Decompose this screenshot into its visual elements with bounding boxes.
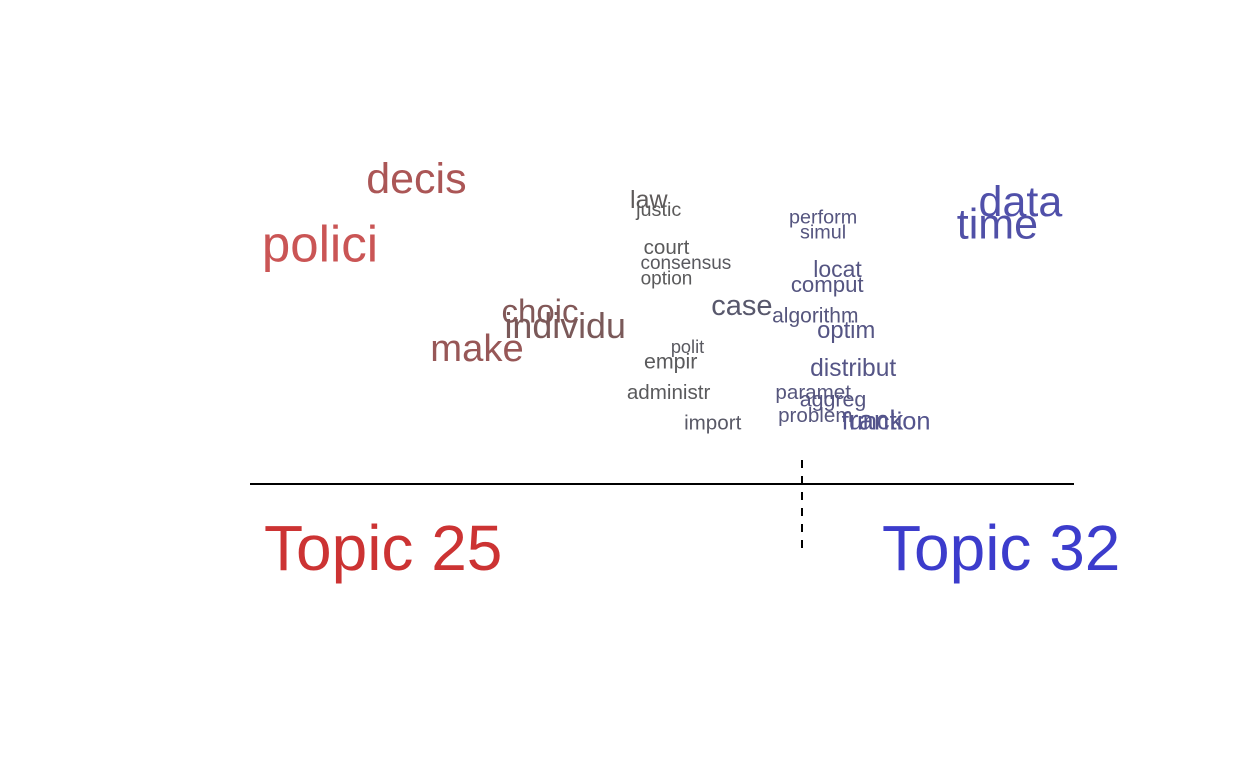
word-decis: decis [366, 155, 466, 203]
word-data: data [979, 178, 1063, 226]
word-perform: perform [789, 206, 857, 228]
word-individu: individu [504, 306, 625, 346]
word-function: function [842, 408, 931, 436]
word-polici: polici [262, 216, 378, 273]
word-simul: simul [800, 222, 846, 244]
word-aggreg: aggreg [800, 388, 867, 412]
word-empir: empir [644, 349, 698, 373]
topic-label-right: Topic 32 [882, 512, 1120, 584]
word-paramet: paramet [775, 381, 851, 404]
word-justic: justic [635, 199, 681, 221]
word-law: law [630, 186, 668, 214]
topic-label-left: Topic 25 [264, 512, 502, 584]
word-court: court [644, 236, 690, 259]
word-choic: choic [501, 293, 578, 330]
word-polit: polit [671, 337, 704, 357]
word-time: time [957, 201, 1038, 249]
word-optim: optim [817, 317, 875, 344]
word-make: make [430, 327, 523, 370]
word-comput: comput [791, 272, 864, 297]
word-rank: rank [849, 405, 903, 436]
word-locat: locat [813, 256, 862, 282]
word-administr: administr [627, 381, 711, 404]
word-algorithm: algorithm [772, 305, 858, 328]
word-distribut: distribut [810, 355, 896, 382]
word-option: option [641, 269, 693, 290]
word-case: case [711, 290, 772, 322]
word-problem: problem [778, 404, 852, 427]
word-import: import [684, 412, 741, 435]
word-consensus: consensus [640, 253, 731, 274]
